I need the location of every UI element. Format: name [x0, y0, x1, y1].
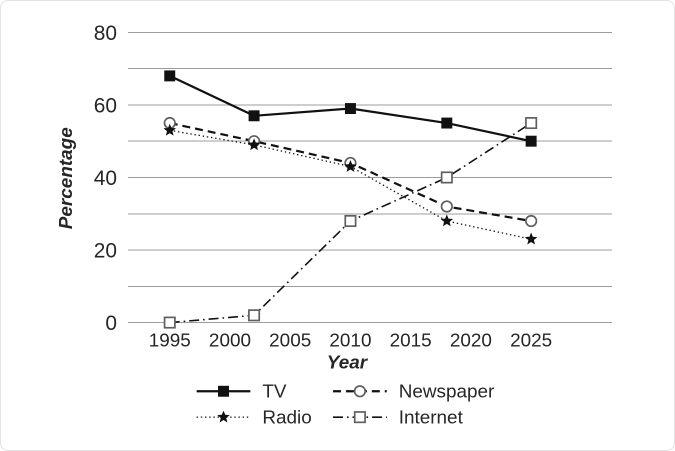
tv-marker — [344, 103, 356, 115]
x-tick-label: 2015 — [390, 330, 432, 351]
legend-label-tv: TV — [262, 382, 287, 403]
radio-marker — [163, 123, 176, 136]
tv-marker — [441, 117, 453, 129]
newspaper-marker — [440, 200, 453, 213]
y-axis-title: Percentage — [56, 127, 77, 229]
radio-marker — [440, 214, 454, 227]
internet-marker — [344, 214, 357, 228]
radio-marker — [524, 232, 538, 245]
y-tick-label: 0 — [105, 312, 117, 335]
legend-label-radio: Radio — [262, 408, 311, 429]
legend-item-newspaper: Newspaper — [333, 382, 494, 403]
y-tick-label: 60 — [94, 94, 117, 117]
x-tick-label: 2020 — [450, 330, 492, 351]
legend-item-radio: Radio — [196, 408, 312, 429]
internet-marker — [525, 117, 538, 130]
legend-marker-radio — [217, 410, 230, 423]
legend-item-internet: Internet — [333, 408, 464, 429]
radio-marker — [247, 138, 261, 151]
x-tick-label: 2010 — [329, 330, 371, 351]
newspaper-marker — [525, 214, 538, 228]
tv-marker — [525, 135, 537, 147]
internet-marker — [440, 171, 453, 184]
y-axis-ticks: 0 20 40 60 80 — [94, 22, 117, 335]
x-axis-title: Year — [327, 352, 369, 373]
y-tick-label: 20 — [94, 239, 117, 262]
legend-label-newspaper: Newspaper — [399, 382, 495, 403]
series-tv — [164, 70, 537, 147]
tv-marker — [164, 70, 176, 82]
x-tick-label: 2005 — [269, 330, 311, 351]
internet-marker — [248, 309, 261, 322]
x-tick-label: 1995 — [149, 330, 191, 351]
series-radio — [163, 123, 538, 245]
tv-marker — [248, 110, 260, 122]
legend-marker-tv — [218, 385, 229, 397]
legend-label-internet: Internet — [399, 408, 464, 429]
radio-marker — [344, 160, 357, 172]
x-axis-ticks: 1995 2000 2005 2010 2015 2020 2025 — [149, 330, 552, 351]
y-tick-label: 80 — [94, 22, 117, 45]
gridlines — [127, 31, 612, 324]
legend-marker-internet — [353, 411, 366, 424]
series-newspaper — [163, 116, 538, 228]
series-internet — [163, 117, 538, 329]
y-tick-label: 40 — [94, 167, 117, 190]
legend-item-tv: TV — [196, 382, 287, 403]
internet-marker — [163, 316, 176, 329]
legend: TV Newspaper Radio Internet — [196, 382, 494, 429]
x-tick-label: 2000 — [209, 330, 251, 351]
x-tick-label: 2025 — [510, 330, 552, 351]
legend-marker-newspaper — [353, 385, 367, 398]
series-line-newspaper — [169, 121, 532, 223]
